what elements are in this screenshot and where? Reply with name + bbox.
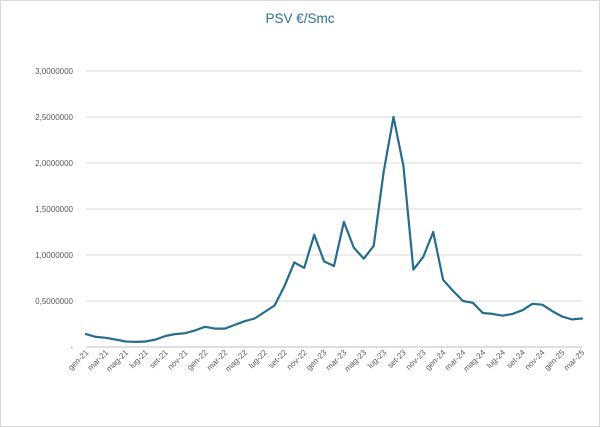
data-point <box>164 335 166 337</box>
data-point <box>234 324 236 326</box>
series-line <box>84 115 584 343</box>
data-point <box>313 234 315 236</box>
data-point <box>452 290 454 292</box>
data-point <box>531 303 533 305</box>
x-tick-label: nov-24 <box>523 348 547 372</box>
y-tick-label: - <box>70 343 73 352</box>
data-point <box>521 309 523 311</box>
x-tick-label: mar-25 <box>562 348 587 373</box>
data-point <box>402 165 404 167</box>
data-point <box>283 285 285 287</box>
data-point <box>244 320 246 322</box>
x-tick-label: nov-22 <box>285 348 309 372</box>
data-point <box>204 326 206 328</box>
x-tick-label: lug-22 <box>247 348 269 370</box>
x-tick-label: nov-23 <box>404 348 428 372</box>
data-point <box>581 317 583 319</box>
data-point <box>125 340 127 342</box>
data-point <box>105 337 107 339</box>
y-axis-ticks: - 0,5000000 1,0000000 1,5000000 2,0000000 2,5… <box>35 67 73 352</box>
data-point <box>343 221 345 223</box>
data-point <box>154 339 156 341</box>
data-point <box>95 336 97 338</box>
y-tick-label: 2,0000000 <box>35 159 73 168</box>
data-point <box>422 256 424 258</box>
gridlines <box>86 70 582 348</box>
series-psv <box>84 115 584 343</box>
data-point <box>561 316 563 318</box>
data-point <box>551 310 553 312</box>
data-point <box>472 302 474 304</box>
data-point <box>85 333 87 335</box>
x-axis-ticks: gen-21mar-21mag-21lug-21set-21nov-21gen-… <box>66 348 586 374</box>
data-point <box>194 329 196 331</box>
data-point <box>571 318 573 320</box>
data-point <box>393 116 395 118</box>
x-tick-label: lug-21 <box>128 348 150 370</box>
chart-title: PSV €/Smc <box>265 11 335 26</box>
data-point <box>303 267 305 269</box>
data-point <box>254 317 256 319</box>
x-tick-label: lug-23 <box>366 348 388 370</box>
x-tick-label: lug-24 <box>485 348 507 370</box>
data-point <box>462 300 464 302</box>
data-point <box>412 269 414 271</box>
data-point <box>442 279 444 281</box>
data-point <box>115 339 117 341</box>
data-point <box>184 332 186 334</box>
data-point <box>333 265 335 267</box>
data-point <box>323 260 325 262</box>
data-point <box>264 311 266 313</box>
y-tick-label: 0,5000000 <box>35 297 73 306</box>
y-tick-label: 1,0000000 <box>35 251 73 260</box>
data-point <box>492 313 494 315</box>
data-point <box>293 261 295 263</box>
data-point <box>363 258 365 260</box>
data-point <box>273 305 275 307</box>
data-point <box>482 312 484 314</box>
data-point <box>502 315 504 317</box>
y-tick-label: 1,5000000 <box>35 205 73 214</box>
data-point <box>214 328 216 330</box>
data-point <box>145 340 147 342</box>
data-point <box>174 333 176 335</box>
data-point <box>432 231 434 233</box>
data-point <box>353 247 355 249</box>
x-tick-label: mag-23 <box>343 348 369 374</box>
data-point <box>541 304 543 306</box>
data-point <box>224 328 226 330</box>
y-tick-label: 2,5000000 <box>35 113 73 122</box>
x-tick-label: mag-24 <box>462 348 488 374</box>
data-point <box>373 245 375 247</box>
x-tick-label: mag-22 <box>224 348 250 374</box>
y-tick-label: 3,0000000 <box>35 67 73 76</box>
data-point <box>135 341 137 343</box>
data-point <box>383 171 385 173</box>
x-tick-label: mag-21 <box>105 348 131 374</box>
x-tick-label: nov-21 <box>166 348 190 372</box>
data-point <box>512 313 514 315</box>
